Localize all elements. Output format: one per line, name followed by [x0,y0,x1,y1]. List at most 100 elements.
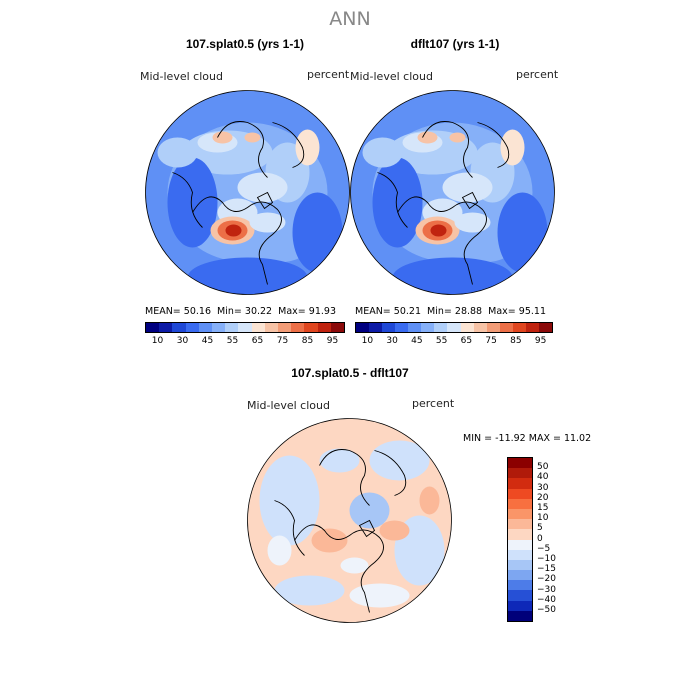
difference-colorbar-tick: 5 [537,523,543,534]
panel1-polar-map [145,90,350,295]
map-boundary [247,418,452,623]
field-contour [349,492,390,529]
panel2-colorbar-swatch [395,323,409,332]
difference-colorbar-tick: 20 [537,492,549,503]
panel1-stats: MEAN= 50.16 Min= 30.22 Max= 91.93 [145,306,350,317]
difference-colorbar-swatch [508,488,532,499]
map-field [247,418,452,623]
field-contour [379,520,410,541]
panel1-colorbar-swatch [278,323,292,332]
panel1-colorbar-swatch [185,323,199,332]
panel1-title: 107.splat0.5 (yrs 1-1) [185,37,305,51]
panel2-colorbar-swatch [408,323,422,332]
map-boundary [145,90,350,295]
field-contour [392,257,513,295]
panel2-colorbar-swatch [499,323,513,332]
panel1-colorbar-swatch [225,323,239,332]
field-contour [362,137,403,168]
difference-colorbar-tick: −5 [537,543,551,554]
field-contour [442,172,493,203]
field-contour [244,132,261,143]
coastline [172,121,305,285]
field-contour [295,129,320,166]
panel1-colorbar-swatch [291,323,305,332]
field-contour [274,575,345,606]
difference-colorbar-tick: 0 [537,533,543,544]
map-boundary [350,90,555,295]
difference-colorbar-tick: −10 [537,553,556,564]
coastline [274,449,407,613]
difference-colorbar-tick: 15 [537,502,549,513]
difference-colorbar-tick: 50 [537,462,549,473]
difference-colorbar-tick: −30 [537,584,556,595]
panel2-colorbar-swatch [369,323,383,332]
panel1-colorbar-swatch [264,323,279,332]
difference-colorbar-swatch [508,508,532,520]
field-contour [311,528,348,553]
difference-polar-map [247,418,452,623]
panel2-colorbar-tick: 85 [510,336,522,346]
panel2-colorbar-tick: 30 [386,336,398,346]
panel2-colorbar-swatch [382,323,396,332]
panel2-stats: MEAN= 50.21 Min= 28.88 Max= 95.11 [355,306,560,317]
difference-colorbar-swatch [508,549,532,560]
field-contour [259,455,320,546]
panel1-colorbar-swatch [317,323,331,332]
panel2-title: dflt107 (yrs 1-1) [410,37,500,51]
field-contour [497,192,548,273]
panel1-colorbar-swatch [212,323,226,332]
panel1-colorbar-tick: 45 [201,336,214,346]
panel1-colorbar-tick: 65 [251,336,264,346]
panel2-max-value: 95.11 [518,306,546,317]
difference-colorbar-tick: 30 [537,482,549,493]
panel1-colorbar-swatch [304,323,318,332]
difference-colorbar-tick: −15 [537,564,556,575]
field-contour [340,557,369,574]
difference-colorbar-ticks: 50 40 30 20 15 10 5 0 −5 −10 −15 −20 −30 −40 −50 [537,462,556,615]
panel1-colorbar [145,322,345,333]
panel2-colorbar-tick: 10 [361,336,374,346]
panel1-colorbar-swatch [172,323,186,332]
panel2-mean-value: 50.21 [393,306,421,317]
panel2-colorbar-swatch [525,323,539,332]
panel2-min-value: 28.88 [454,306,483,317]
difference-colorbar-tick: 40 [537,472,549,483]
difference-colorbar-swatch [508,610,532,621]
field-contour [454,212,491,233]
panel1-colorbar-swatch [238,323,252,332]
difference-colorbar-swatch [508,458,532,469]
difference-colorbar-tick: −40 [537,594,556,605]
panel2-polar-map [350,90,555,295]
difference-minmax-label: MIN = -11.92 MAX = 11.02 [463,433,592,444]
panel2-colorbar-tick: 45 [411,336,423,346]
panel1-colorbar-tick: 55 [226,336,239,346]
panel2-min-label: Min= [427,306,452,317]
panel1-max-value: 91.93 [308,306,336,317]
panel1-min-value: 30.22 [244,306,273,317]
difference-colorbar-swatch [508,590,532,601]
panel1-mean-value: 50.16 [183,306,211,317]
panel2-units-label: percent [516,68,559,81]
figure-title: ANN [329,8,371,30]
difference-colorbar-swatch [508,498,532,509]
difference-variable-label: Mid-level cloud [247,399,330,412]
difference-colorbar-swatch [508,519,532,530]
panel1-colorbar-tick: 10 [151,336,164,346]
field-contour [167,157,218,248]
panel1-colorbar-tick: 85 [301,336,314,346]
difference-colorbar-swatch [508,600,532,611]
field-contour [349,583,410,608]
field-contour [430,224,447,237]
panel1-colorbar-tick: 95 [326,336,339,346]
panel2-colorbar-tick: 75 [485,336,497,346]
difference-colorbar-tick: −20 [537,574,556,585]
panel1-colorbar-tick: 75 [276,336,289,346]
field-contour [419,486,440,515]
panel2-variable-label: Mid-level cloud [350,70,433,83]
panel2-colorbar-tick: 95 [534,336,547,346]
panel2-colorbar-ticks: 10 30 45 55 65 75 85 95 [355,336,553,346]
field-contour [249,212,286,233]
panel2-colorbar-swatch [538,323,552,332]
field-contour [500,129,525,166]
field-contour [212,131,233,144]
